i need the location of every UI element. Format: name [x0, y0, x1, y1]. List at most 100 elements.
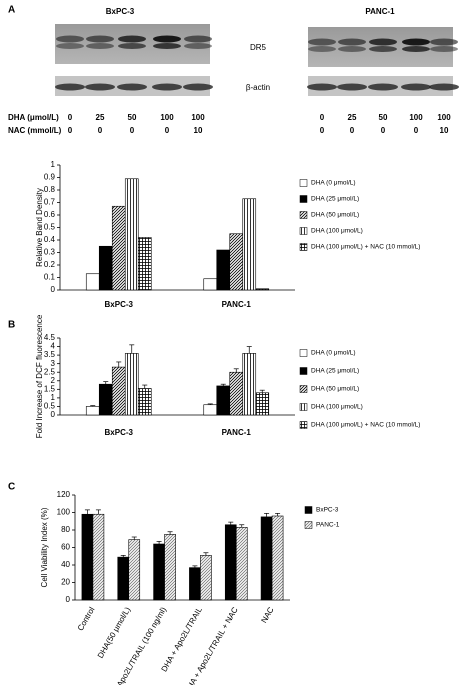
blot-band: [183, 83, 213, 91]
y-tick-label: 100: [57, 508, 71, 517]
y-tick-label: 4: [51, 342, 56, 351]
treatment-value: 0: [320, 126, 325, 135]
bar: [203, 278, 218, 291]
legend-swatch: [299, 385, 308, 393]
legend-label: PANC-1: [316, 522, 340, 529]
treatment-value: 0: [381, 126, 386, 135]
blot-band: [117, 83, 147, 91]
y-tick-label: 0.9: [44, 173, 56, 182]
blot-band: [56, 35, 84, 43]
bar: [229, 233, 244, 291]
treatment-value: 0: [350, 126, 355, 135]
bar: [235, 527, 248, 601]
legend-label: DHA (100 μmol/L) + NAC (10 mmol/L): [311, 244, 420, 251]
y-tick-label: 1.5: [44, 384, 56, 393]
y-tick-label: 0.1: [44, 273, 56, 282]
bar: [271, 515, 284, 601]
bar: [137, 237, 152, 291]
legend-label: DHA (0 μmol/L): [311, 350, 356, 357]
legend-label: DHA (50 μmol/L): [311, 386, 359, 393]
treatment-value: 0: [68, 126, 73, 135]
y-tick-label: 0: [51, 285, 56, 294]
blot-band: [118, 43, 146, 49]
cell-line-label: BxPC-3: [106, 7, 135, 16]
y-tick-label: 40: [61, 560, 70, 569]
legend-swatch: [299, 179, 308, 187]
y-tick-label: 20: [61, 578, 70, 587]
treatment-value: 0: [98, 126, 103, 135]
bar: [92, 513, 105, 601]
bar: [229, 371, 244, 416]
y-tick-label: 0.5: [44, 223, 56, 232]
bar: [164, 534, 176, 601]
legend-swatch: [304, 506, 313, 514]
blot-band: [184, 43, 212, 49]
bar: [128, 539, 141, 601]
y-tick-label: 4.5: [44, 333, 56, 342]
legend-swatch: [299, 403, 308, 411]
legend-swatch: [299, 243, 308, 251]
blot-band: [153, 35, 181, 43]
y-tick-label: 0: [51, 410, 56, 419]
blot-band: [184, 35, 212, 43]
blot-band: [85, 83, 115, 91]
blot-band: [429, 83, 459, 91]
bar: [124, 353, 139, 416]
y-tick-label: 1: [51, 393, 56, 402]
legend-swatch: [299, 421, 308, 429]
cell-line-label: PANC-1: [365, 7, 395, 16]
y-tick-label: 120: [57, 490, 71, 499]
blot-band: [402, 46, 430, 52]
bar: [242, 198, 257, 291]
blot-band: [86, 35, 114, 43]
treatment-value: 50: [128, 113, 137, 122]
treatment-value: 0: [130, 126, 135, 135]
treatment-value: 25: [348, 113, 357, 122]
legend-label: DHA (100 μmol/L) + NAC (10 mmol/L): [311, 422, 420, 429]
x-tick-label: DHA(50 μmol/L): [96, 605, 133, 660]
legend-swatch: [299, 349, 308, 357]
legend-label: DHA (25 μmol/L): [311, 196, 359, 203]
x-tick-label: DHA + Apo2L/TRAIL: [160, 605, 205, 673]
y-tick-label: 0.7: [44, 198, 56, 207]
blot-band: [152, 83, 182, 91]
y-tick-label: 3.5: [44, 350, 56, 359]
treatment-value: 100: [160, 113, 174, 122]
blot-band: [402, 38, 430, 46]
blot-band: [118, 35, 146, 43]
legend-swatch: [304, 521, 313, 529]
legend-label: DHA (100 μmol/L): [311, 228, 363, 235]
bar: [216, 249, 231, 291]
y-axis-label: Cell Viability Index (%): [40, 507, 49, 587]
band-label: DR5: [250, 43, 267, 52]
bar: [111, 366, 126, 416]
legend-swatch: [299, 367, 308, 375]
y-tick-label: 3: [51, 359, 56, 368]
legend-label: DHA (0 μmol/L): [311, 180, 356, 187]
bar: [153, 543, 165, 601]
blot-band: [401, 83, 431, 91]
y-tick-label: 0: [66, 595, 71, 604]
treatment-value: 0: [414, 126, 419, 135]
y-tick-label: 80: [61, 525, 70, 534]
legend-swatch: [299, 211, 308, 219]
treatment-value: 0: [165, 126, 170, 135]
x-tick-label: PANC-1: [222, 428, 252, 437]
y-tick-label: 2.5: [44, 367, 56, 376]
blot-band: [86, 43, 114, 49]
bar: [200, 555, 212, 601]
bar: [189, 567, 201, 601]
treatment-value: 100: [191, 113, 205, 122]
blot-band: [430, 38, 458, 46]
bar: [260, 516, 273, 601]
y-axis-label: Fold Increase of DCF fluorescence: [35, 314, 44, 438]
y-tick-label: 0.8: [44, 185, 56, 194]
y-tick-label: 0.5: [44, 402, 56, 411]
row-label: NAC (mmol/L): [8, 126, 62, 135]
blot-band: [369, 38, 397, 46]
treatment-value: 100: [409, 113, 423, 122]
y-tick-label: 0.6: [44, 210, 56, 219]
blot-band: [308, 46, 336, 52]
y-axis-label: Relative Band Density: [35, 188, 44, 267]
